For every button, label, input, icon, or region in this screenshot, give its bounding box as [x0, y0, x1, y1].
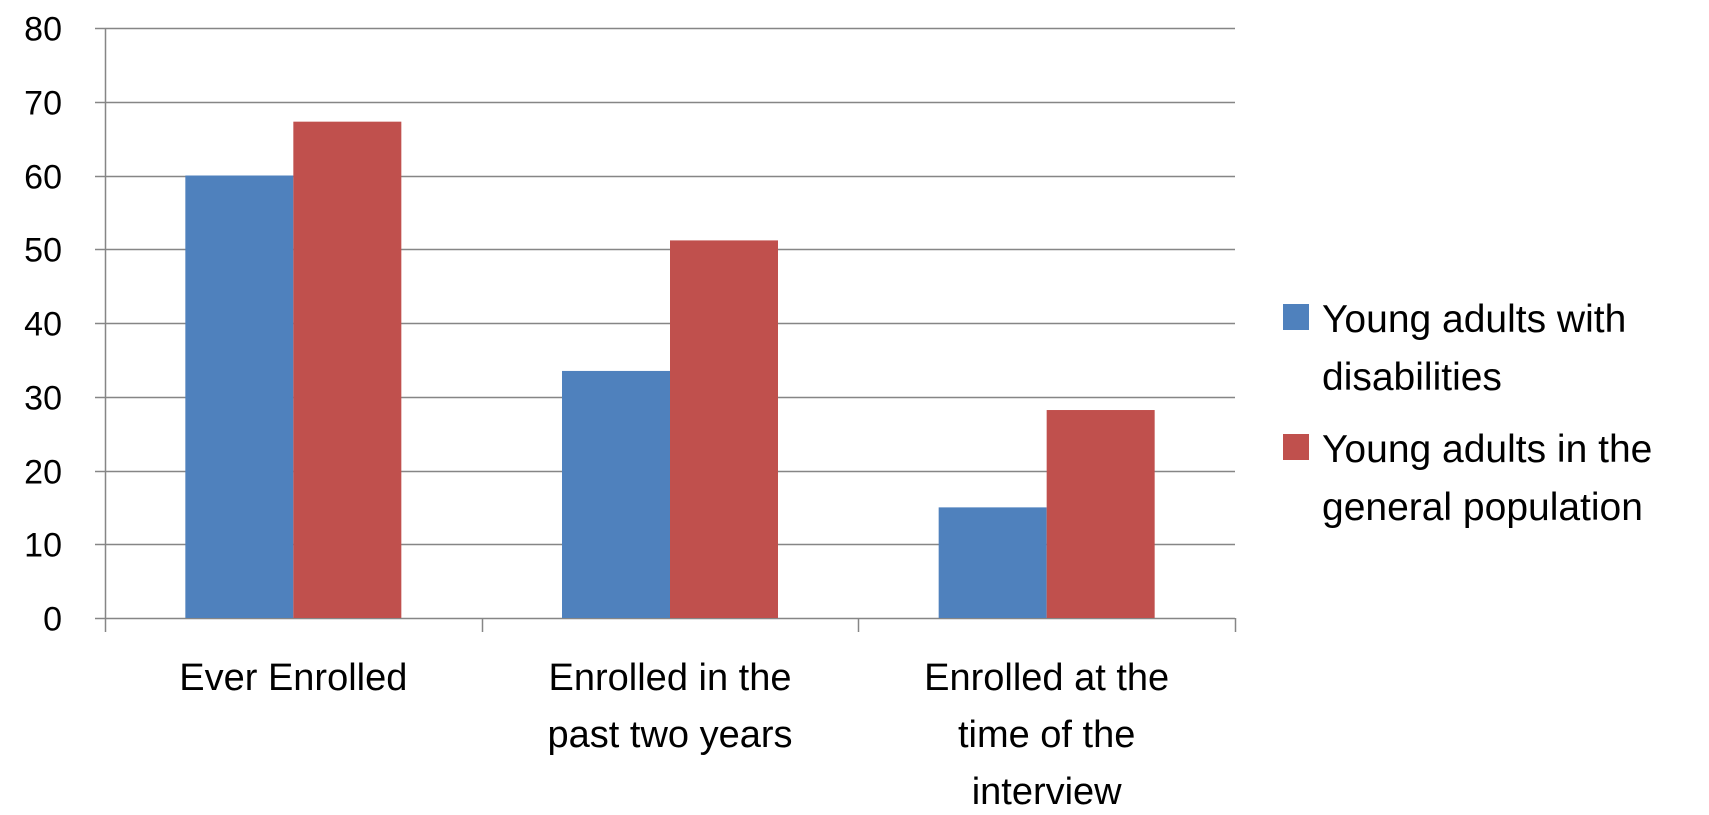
bar — [562, 370, 670, 618]
y-tick-label: 20 — [24, 454, 62, 492]
bar — [185, 175, 294, 618]
legend: Young adults with disabilities Young adult… — [1283, 298, 1652, 529]
y-tick-label: 80 — [24, 11, 62, 49]
y-tick-label: 60 — [24, 159, 62, 197]
legend-swatch — [1283, 304, 1309, 330]
bars — [185, 121, 1155, 618]
y-tick-label: 70 — [24, 85, 62, 123]
bar — [1046, 410, 1155, 618]
y-axis-ticks: 0 10 20 30 40 50 60 70 80 — [24, 11, 62, 639]
x-category-label: Enrolled in the past two years — [548, 657, 793, 756]
x-category-label: Ever Enrolled — [179, 657, 407, 699]
y-tick-label: 50 — [24, 232, 62, 270]
legend-label: Young adults with disabilities — [1322, 298, 1626, 399]
y-tick-label: 30 — [24, 380, 62, 418]
y-tick-label: 40 — [24, 306, 62, 344]
legend-label: Young adults in the general population — [1322, 428, 1652, 529]
bar — [670, 240, 778, 618]
legend-swatch — [1283, 434, 1309, 460]
x-category-label: Enrolled at the time of the interview — [924, 657, 1169, 813]
y-tick-label: 0 — [43, 601, 62, 639]
x-axis-labels: Ever Enrolled Enrolled in the past two yea… — [179, 657, 1169, 813]
bar — [293, 121, 402, 618]
y-tick-label: 10 — [24, 527, 62, 565]
axes — [95, 27, 1237, 632]
bar — [938, 507, 1047, 618]
